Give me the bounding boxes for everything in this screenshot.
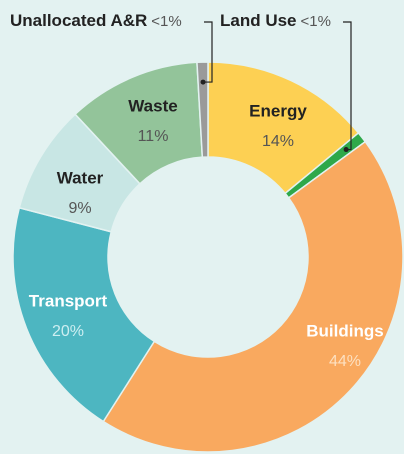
callout-dot — [200, 79, 206, 85]
callout-name: Land Use — [220, 11, 297, 30]
slice — [102, 140, 404, 453]
slice — [196, 61, 209, 158]
slice-label: Waste — [128, 96, 177, 115]
callout-label: Land Use <1% — [220, 11, 331, 30]
callout-value: <1% — [151, 13, 181, 30]
slice-label: Buildings — [306, 321, 383, 340]
slice-value: 9% — [68, 200, 91, 217]
callout-value: <1% — [301, 13, 331, 30]
slice-value: 11% — [138, 128, 169, 145]
callout-label: Unallocated A&R <1% — [10, 11, 182, 30]
callout-name: Unallocated A&R — [10, 11, 147, 30]
slice-label: Transport — [29, 291, 108, 310]
callout-line — [203, 21, 213, 83]
slice-label: Water — [57, 168, 104, 187]
slice-value: 44% — [329, 353, 361, 370]
slice-label: Energy — [249, 101, 307, 120]
slice — [12, 206, 156, 423]
slice-value: 14% — [262, 133, 294, 150]
slice-value: 20% — [52, 323, 84, 340]
callout-dot — [343, 147, 349, 153]
